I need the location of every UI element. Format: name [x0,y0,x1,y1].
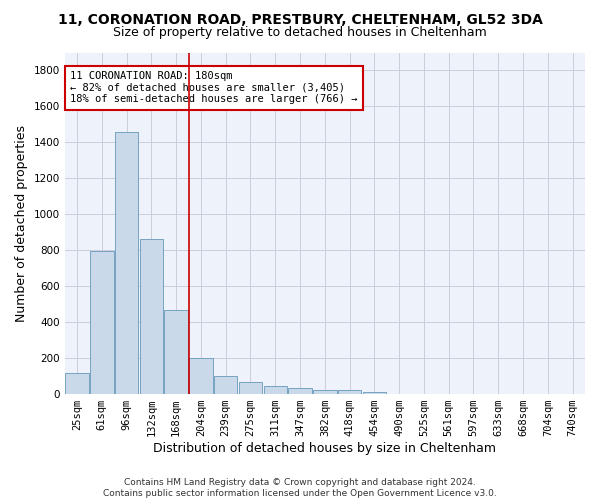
Text: 11, CORONATION ROAD, PRESTBURY, CHELTENHAM, GL52 3DA: 11, CORONATION ROAD, PRESTBURY, CHELTENH… [58,12,542,26]
Text: Contains HM Land Registry data © Crown copyright and database right 2024.
Contai: Contains HM Land Registry data © Crown c… [103,478,497,498]
Text: 11 CORONATION ROAD: 180sqm
← 82% of detached houses are smaller (3,405)
18% of s: 11 CORONATION ROAD: 180sqm ← 82% of deta… [70,72,358,104]
Bar [288,388,312,394]
Bar [65,372,89,394]
Bar [313,390,337,394]
Y-axis label: Number of detached properties: Number of detached properties [15,125,28,322]
Bar [140,239,163,394]
Bar [189,358,213,394]
Bar [90,251,113,394]
Bar [115,132,139,394]
Text: Size of property relative to detached houses in Cheltenham: Size of property relative to detached ho… [113,26,487,39]
Bar [263,386,287,394]
X-axis label: Distribution of detached houses by size in Cheltenham: Distribution of detached houses by size … [154,442,496,455]
Bar [239,382,262,394]
Bar [214,376,238,394]
Bar [164,310,188,394]
Bar [362,392,386,394]
Bar [338,390,361,394]
